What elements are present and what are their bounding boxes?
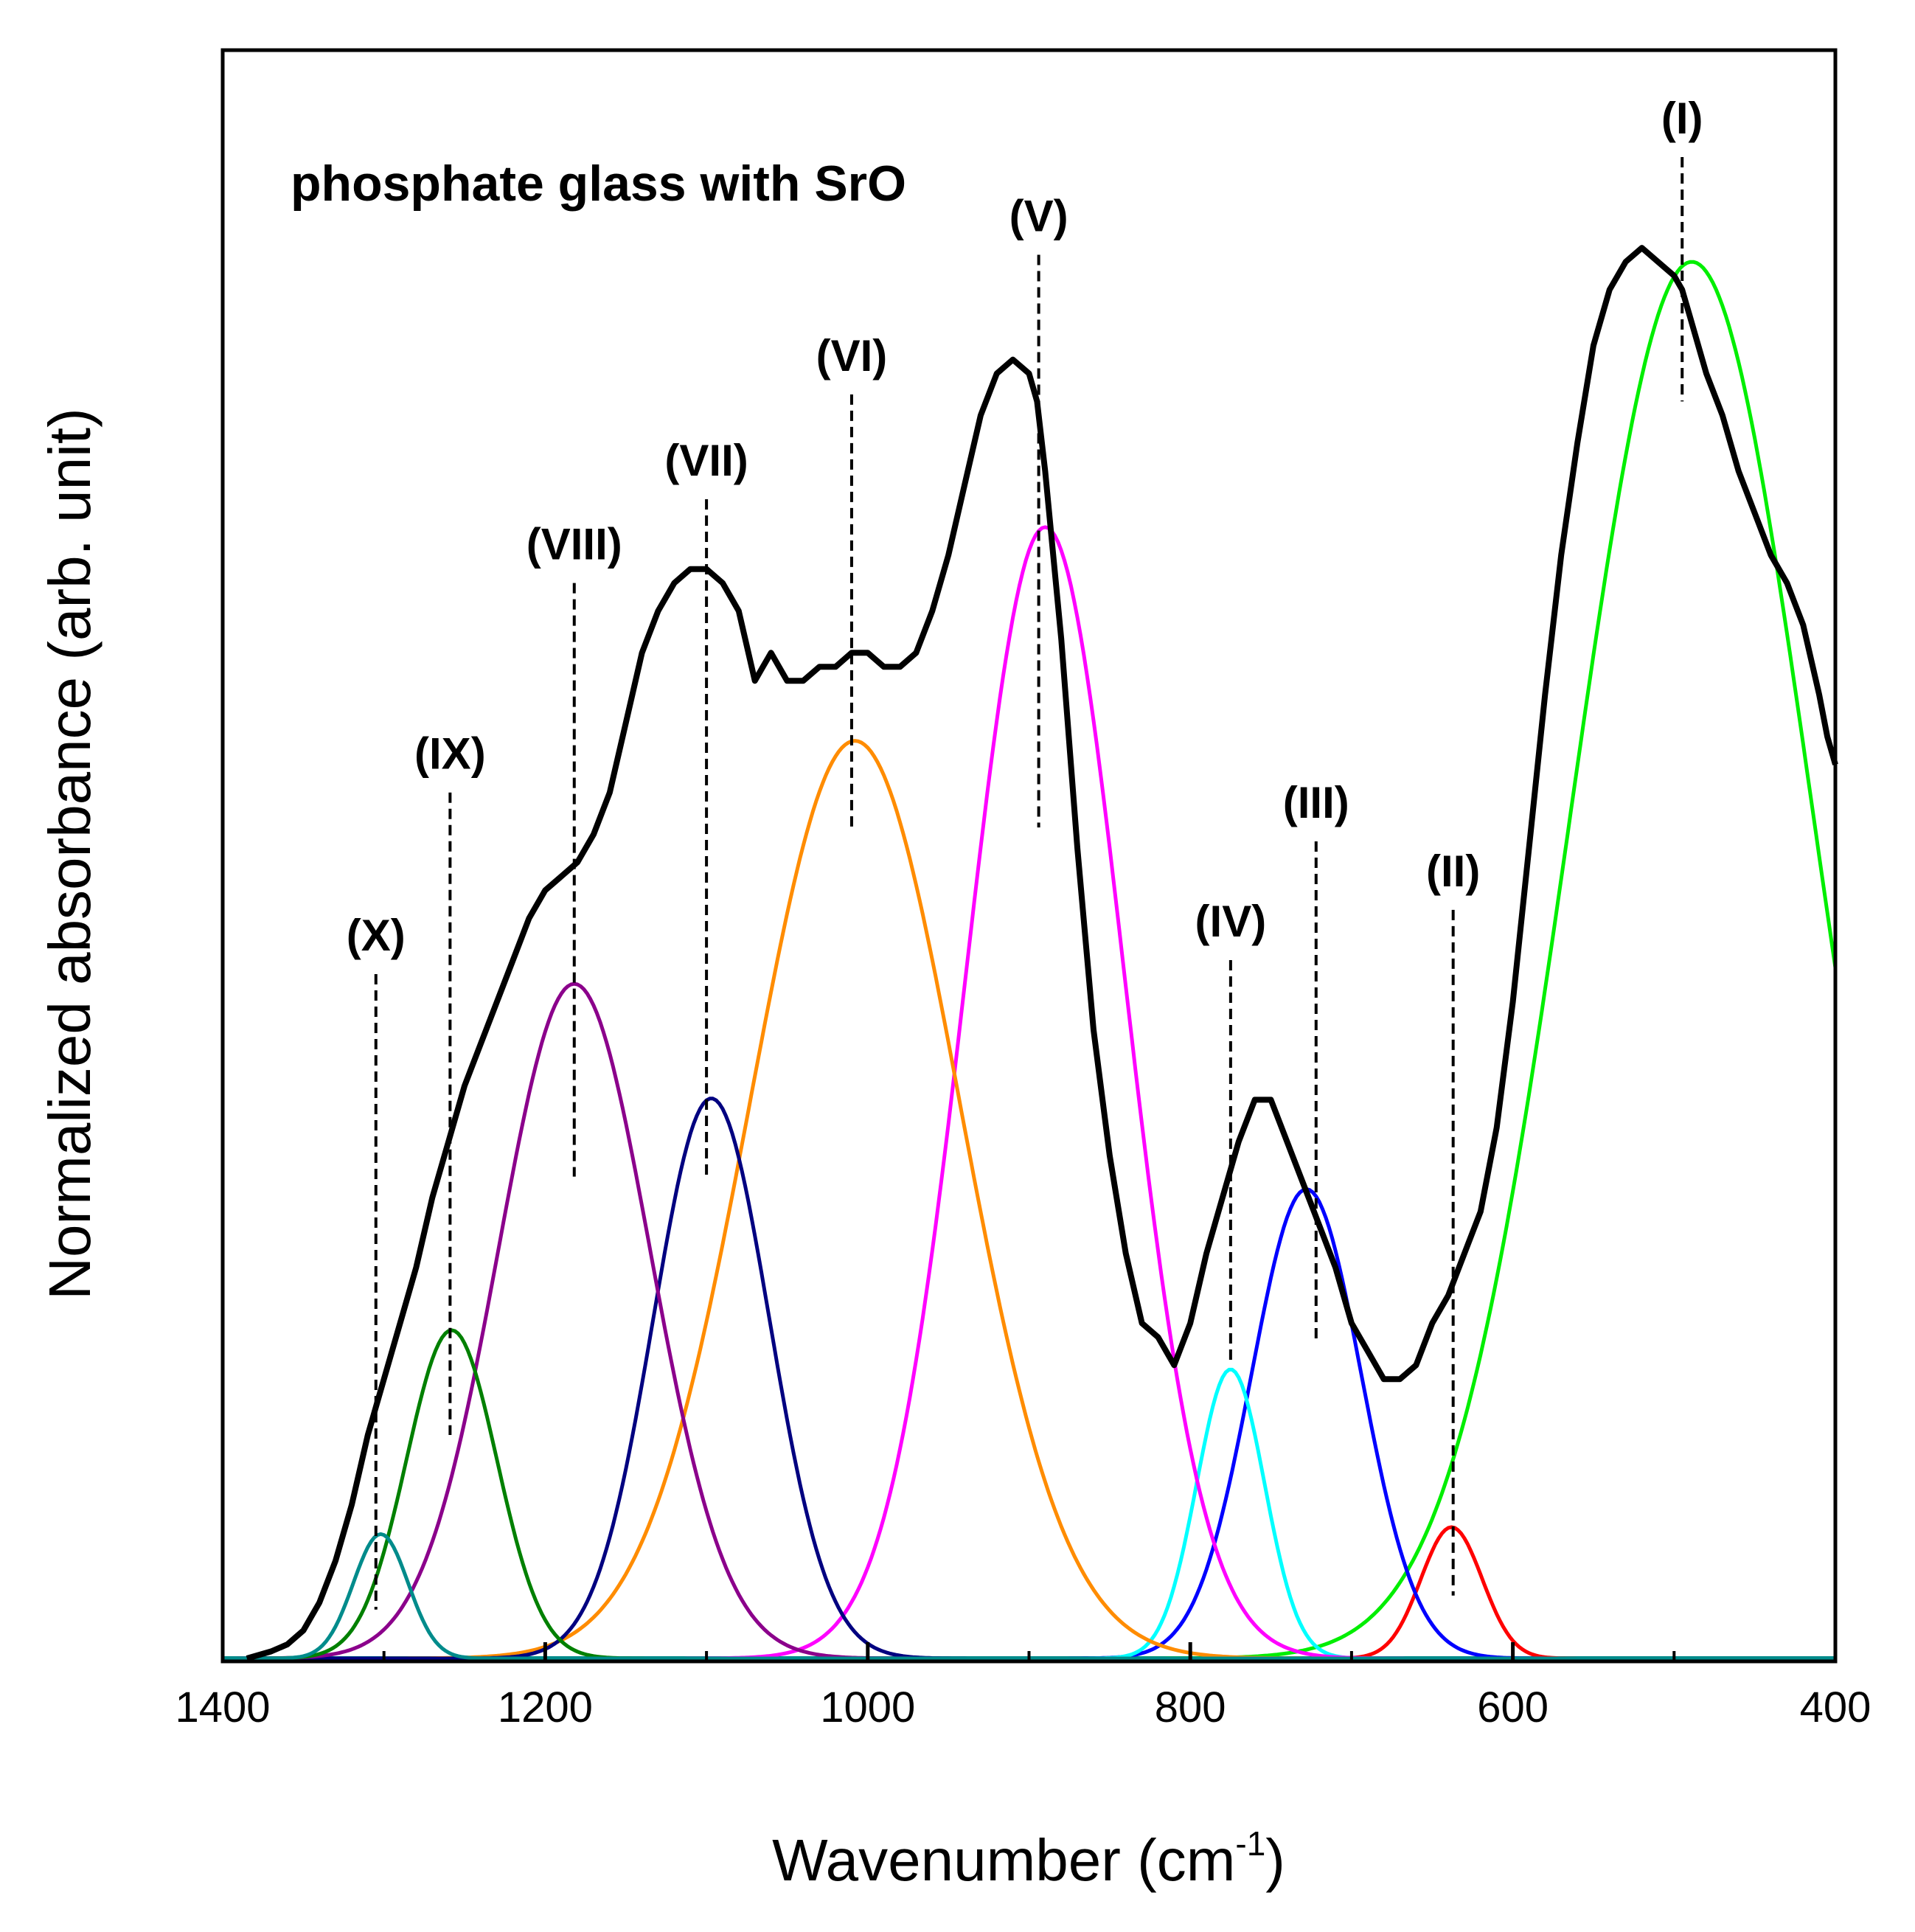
x-axis-title-unit-suffix: ) [1265,1827,1285,1893]
peak-label-1: (I) [1661,94,1703,143]
chart-title: phosphate glass with SrO [291,156,906,212]
peak-label-2: (II) [1426,847,1480,896]
peak-label-10: (X) [347,911,406,960]
x-tick-label-1000: 1000 [820,1683,915,1731]
peak-label-5: (V) [1009,192,1068,241]
x-tick-label-800: 800 [1155,1683,1226,1731]
x-axis-title-unit-prefix: (cm [1137,1827,1235,1893]
x-tick-label-400: 400 [1800,1683,1871,1731]
x-tick-label-1400: 1400 [175,1683,270,1731]
x-axis-title-label: Wavenumber [772,1827,1121,1893]
peak-label-8: (VIII) [526,520,622,569]
peak-label-4: (IV) [1195,897,1267,946]
x-axis-title-unit-exponent: -1 [1235,1824,1265,1863]
peak-label-6: (VI) [816,331,888,381]
plot-area [223,50,1835,1661]
x-tick-label-600: 600 [1477,1683,1549,1731]
y-axis-title: Normalized absorbance (arb. unit) [37,408,102,1299]
peak-label-9: (IX) [414,729,486,779]
peak-label-7: (VII) [664,436,748,485]
annotations-layer: (I) (II) (III) (IV) (V) (VI) (VII) (VIII) (IX) (X… [347,94,1703,1610]
x-axis-ticks: 1400 1200 1000 800 600 400 [175,1642,1871,1731]
x-tick-label-1200: 1200 [498,1683,593,1731]
x-axis-title: Wavenumber (cm-1) [772,1824,1285,1893]
peak-label-3: (III) [1283,778,1349,827]
measured-spectrum-line [246,245,1838,1661]
